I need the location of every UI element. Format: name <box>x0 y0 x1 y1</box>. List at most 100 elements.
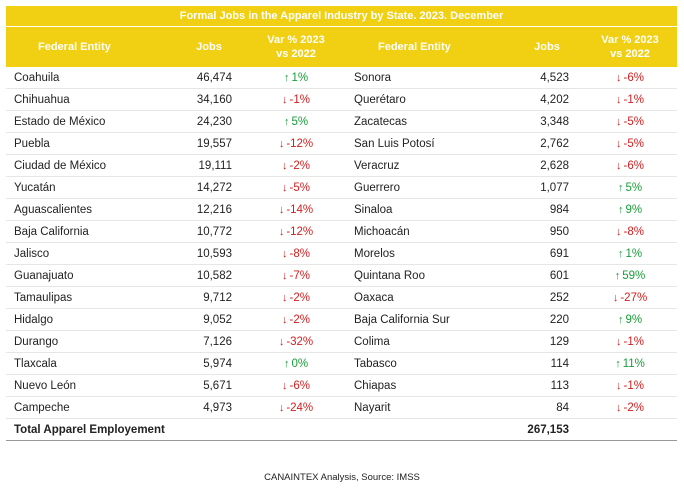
var-cell-left: ↓ -14% <box>246 198 346 221</box>
entity-cell-left: Durango <box>6 330 172 353</box>
jobs-table: Formal Jobs in the Apparel Industry by S… <box>6 6 678 441</box>
arrow-up-icon: ↑ <box>614 269 621 282</box>
var-cell-left: ↓ -12% <box>246 132 346 155</box>
entity-cell-left: Guanajuato <box>6 264 172 287</box>
var-value: -2% <box>289 159 310 172</box>
arrow-down-icon: ↓ <box>282 313 288 326</box>
var-value: -1% <box>289 93 310 106</box>
arrow-down-icon: ↓ <box>278 401 285 414</box>
arrow-down-icon: ↓ <box>278 225 285 238</box>
arrow-down-icon: ↓ <box>278 137 285 150</box>
table-row: Ciudad de México 19,111 ↓ -2% Veracruz 2,628 ↓… <box>6 154 678 177</box>
entity-cell-right: Baja California Sur <box>346 308 511 331</box>
arrow-down-icon: ↓ <box>282 291 288 304</box>
var-cell-right: ↓ -6% <box>583 154 678 177</box>
arrow-down-icon: ↓ <box>282 93 288 106</box>
jobs-cell-right: 601 <box>511 264 583 287</box>
var-value: -8% <box>289 247 310 260</box>
var-value: -6% <box>623 159 644 172</box>
arrow-down-icon: ↓ <box>282 159 288 172</box>
jobs-cell-right: 113 <box>511 374 583 397</box>
entity-cell-left: Coahuila <box>6 67 172 89</box>
entity-cell-left: Ciudad de México <box>6 154 172 177</box>
var-cell-right: ↓ -8% <box>583 220 678 243</box>
jobs-cell-left: 4,973 <box>172 396 246 419</box>
arrow-down-icon: ↓ <box>282 269 288 282</box>
jobs-cell-right: 984 <box>511 198 583 221</box>
entity-cell-left: Estado de México <box>6 110 172 133</box>
table-body: Coahuila 46,474 ↑ 1% Sonora 4,523 ↓ -6% Chihuahu… <box>6 67 678 419</box>
jobs-cell-right: 252 <box>511 286 583 309</box>
var-value: -7% <box>289 269 310 282</box>
arrow-down-icon: ↓ <box>278 335 285 348</box>
var-cell-left: ↑ 0% <box>246 352 346 375</box>
jobs-cell-right: 2,628 <box>511 154 583 177</box>
var-cell-left: ↓ -24% <box>246 396 346 419</box>
var-cell-right: ↑ 9% <box>583 308 678 331</box>
table-row: Chihuahua 34,160 ↓ -1% Querétaro 4,202 ↓ -1% <box>6 88 678 111</box>
var-value: -6% <box>289 379 310 392</box>
entity-cell-right: Querétaro <box>346 88 511 111</box>
jobs-cell-right: 114 <box>511 352 583 375</box>
var-value: 11% <box>622 357 645 370</box>
var-value: 0% <box>291 357 309 370</box>
jobs-cell-left: 7,126 <box>172 330 246 353</box>
var-value: -12% <box>286 137 314 150</box>
var-cell-left: ↓ -5% <box>246 176 346 199</box>
header-entity-right: Federal Entity <box>346 26 511 67</box>
entity-cell-left: Jalisco <box>6 242 172 265</box>
arrow-down-icon: ↓ <box>616 115 622 128</box>
arrow-down-icon: ↓ <box>616 225 622 238</box>
total-value: 267,153 <box>511 418 583 441</box>
entity-cell-right: Morelos <box>346 242 511 265</box>
jobs-cell-left: 10,772 <box>172 220 246 243</box>
entity-cell-left: Hidalgo <box>6 308 172 331</box>
table-row: Jalisco 10,593 ↓ -8% Morelos 691 ↑ 1% <box>6 242 678 265</box>
header-jobs-right: Jobs <box>511 26 583 67</box>
arrow-down-icon: ↓ <box>616 137 622 150</box>
var-cell-left: ↓ -2% <box>246 286 346 309</box>
var-value: -5% <box>623 115 644 128</box>
jobs-cell-left: 5,974 <box>172 352 246 375</box>
var-value: 1% <box>291 71 309 84</box>
var-value: -2% <box>623 401 644 414</box>
var-value: -1% <box>623 379 644 392</box>
jobs-cell-right: 2,762 <box>511 132 583 155</box>
arrow-down-icon: ↓ <box>282 247 288 260</box>
total-label: Total Apparel Employement <box>6 418 511 441</box>
entity-cell-left: Campeche <box>6 396 172 419</box>
var-cell-right: ↓ -2% <box>583 396 678 419</box>
header-jobs-left: Jobs <box>172 26 246 67</box>
var-value: 9% <box>625 313 643 326</box>
table-row: Estado de México 24,230 ↑ 5% Zacatecas 3,348 ↓… <box>6 110 678 133</box>
var-value: 59% <box>622 269 646 282</box>
var-cell-right: ↑ 5% <box>583 176 678 199</box>
jobs-cell-left: 5,671 <box>172 374 246 397</box>
arrow-up-icon: ↑ <box>283 115 290 128</box>
arrow-down-icon: ↓ <box>616 71 622 84</box>
var-value: -24% <box>286 401 314 414</box>
table-row: Guanajuato 10,582 ↓ -7% Quintana Roo 601 ↑ 59% <box>6 264 678 287</box>
var-value: 5% <box>291 115 309 128</box>
jobs-cell-left: 9,052 <box>172 308 246 331</box>
var-cell-left: ↓ -32% <box>246 330 346 353</box>
arrow-down-icon: ↓ <box>282 379 288 392</box>
arrow-up-icon: ↑ <box>283 71 290 84</box>
var-value: 9% <box>625 203 643 216</box>
var-cell-right: ↓ -1% <box>583 330 678 353</box>
var-value: -5% <box>623 137 644 150</box>
var-value: -14% <box>286 203 314 216</box>
entity-cell-right: Quintana Roo <box>346 264 511 287</box>
var-value: -2% <box>289 313 310 326</box>
arrow-up-icon: ↑ <box>615 357 621 370</box>
entity-cell-right: Sonora <box>346 67 511 89</box>
var-cell-right: ↓ -1% <box>583 374 678 397</box>
entity-cell-left: Baja California <box>6 220 172 243</box>
entity-cell-left: Chihuahua <box>6 88 172 111</box>
table-row: Hidalgo 9,052 ↓ -2% Baja California Sur 220 ↑ 9… <box>6 308 678 331</box>
arrow-up-icon: ↑ <box>617 181 624 194</box>
table-row: Yucatán 14,272 ↓ -5% Guerrero 1,077 ↑ 5% <box>6 176 678 199</box>
entity-cell-right: Zacatecas <box>346 110 511 133</box>
arrow-down-icon: ↓ <box>282 181 288 194</box>
var-cell-right: ↑ 59% <box>583 264 678 287</box>
